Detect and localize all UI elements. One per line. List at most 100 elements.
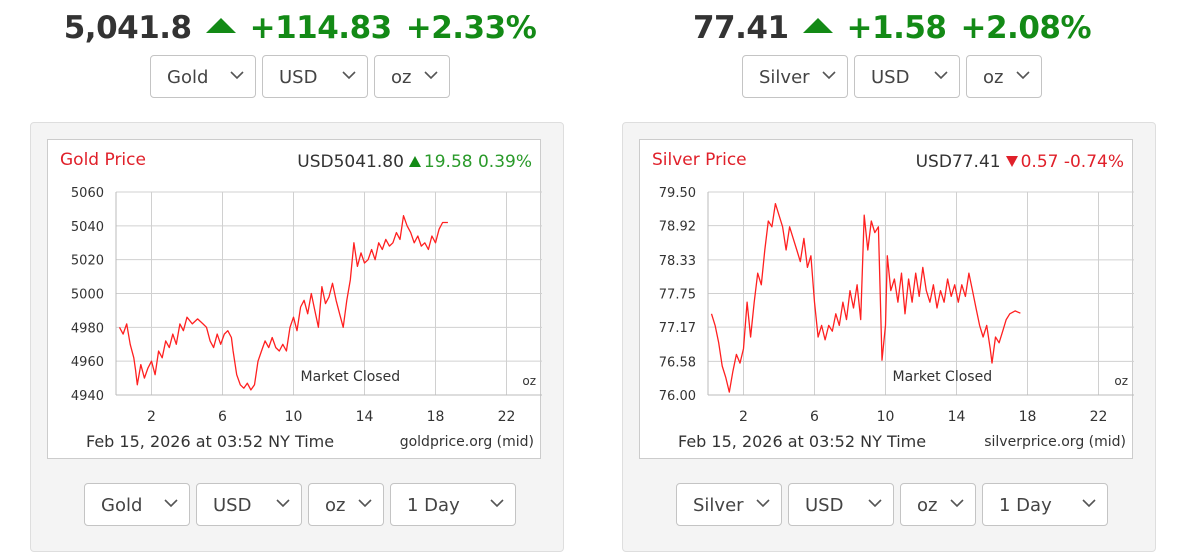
silver-unit-select[interactable]: oz	[900, 483, 976, 526]
gold-unit-select[interactable]: oz	[308, 483, 384, 526]
silver-headline-percent: +2.08%	[960, 10, 1092, 46]
y-tick-label: 78.92	[659, 220, 696, 235]
market-closed-label: Market Closed	[300, 369, 400, 385]
silver-unit-select[interactable]: oz	[966, 55, 1042, 98]
x-tick-label: 10	[877, 409, 895, 425]
gold-headline-percent: +2.33%	[405, 10, 537, 46]
chevron-down-icon	[490, 499, 504, 508]
silver-top-selectors: Silver USD oz	[612, 55, 1172, 98]
chevron-down-icon	[950, 499, 964, 508]
x-tick-label: 22	[1090, 409, 1108, 425]
gold-chart-source: goldprice.org (mid)	[399, 434, 534, 450]
chevron-down-icon	[276, 499, 290, 508]
chevron-down-icon	[934, 71, 948, 80]
gold-headline-price: 5,041.8	[63, 10, 192, 46]
select-value: Gold	[101, 495, 143, 516]
gold-currency-select[interactable]: USD	[262, 55, 368, 98]
x-tick-label: 22	[498, 409, 516, 425]
silver-currency-select[interactable]: USD	[854, 55, 960, 98]
gold-top-selectors: Gold USD oz	[20, 55, 580, 98]
market-closed-label: Market Closed	[892, 369, 992, 385]
chevron-down-icon	[868, 499, 882, 508]
silver-bottom-selectors: Silver USD oz 1 Day	[612, 483, 1172, 526]
silver-chart-title: Silver Price	[652, 150, 747, 170]
silver-up-arrow-icon	[802, 18, 833, 33]
price-series-line	[710, 202, 1021, 393]
chevron-down-icon	[1016, 71, 1030, 80]
select-value: USD	[213, 495, 252, 516]
silver-currency-select[interactable]: USD	[788, 483, 894, 526]
chevron-down-icon	[424, 71, 438, 80]
y-tick-label: 79.50	[659, 186, 696, 201]
unit-label: oz	[1114, 374, 1128, 388]
x-tick-label: 18	[427, 409, 445, 425]
gold-chart-quote: USD5041.80 19.58 0.39%	[297, 152, 532, 172]
silver-chart-svg: 76.00 76.58 77.17 77.75 78.33 78.92 79.50 2 6 10 1…	[659, 186, 1134, 425]
x-tick-label: 2	[739, 409, 748, 425]
silver-chart-quote: USD77.41 0.57 -0.74%	[916, 152, 1124, 172]
silver-chart: 76.00 76.58 77.17 77.75 78.33 78.92 79.50 2 6 10 1…	[639, 139, 1134, 459]
silver-chart-price: USD77.41	[915, 152, 1001, 172]
gold-widget: 5,041.8 +114.83 +2.33% Gold USD oz 4940 4960 4…	[20, 0, 580, 552]
gold-metal-select[interactable]: Gold	[84, 483, 190, 526]
gold-chart-up-icon	[408, 156, 421, 167]
y-tick-label: 5060	[71, 186, 104, 201]
silver-period-select[interactable]: 1 Day	[982, 483, 1108, 526]
x-tick-label: 14	[356, 409, 374, 425]
gold-chart-change: 19.58	[423, 152, 473, 172]
select-value: oz	[983, 67, 1004, 88]
silver-widget: 77.41 +1.58 +2.08% Silver USD oz 76.00 76.58 7…	[612, 0, 1172, 552]
silver-chart-percent: -0.74%	[1063, 152, 1124, 172]
select-value: 1 Day	[999, 495, 1052, 516]
select-value: USD	[805, 495, 844, 516]
silver-headline-price: 77.41	[692, 10, 789, 46]
y-tick-label: 78.33	[659, 254, 696, 269]
y-tick-label: 5000	[71, 288, 104, 303]
x-tick-label: 18	[1019, 409, 1037, 425]
x-tick-label: 14	[948, 409, 966, 425]
select-value: Gold	[167, 67, 209, 88]
y-tick-label: 77.17	[659, 321, 696, 336]
unit-label: oz	[522, 374, 536, 388]
chevron-down-icon	[822, 71, 836, 80]
chevron-down-icon	[756, 499, 770, 508]
select-value: Silver	[759, 67, 810, 88]
select-value: oz	[325, 495, 346, 516]
price-series-line	[118, 215, 448, 391]
select-value: oz	[391, 67, 412, 88]
silver-chart-down-icon	[1005, 156, 1018, 167]
gold-chart: 4940 4960 4980 5000 5020 5040 5060 2 6 10 14 18 22 Ma…	[47, 139, 542, 459]
gold-chart-price: USD5041.80	[297, 152, 404, 172]
chevron-down-icon	[358, 499, 372, 508]
x-tick-label: 6	[810, 409, 819, 425]
gold-chart-percent: 0.39%	[477, 152, 532, 172]
gold-currency-select[interactable]: USD	[196, 483, 302, 526]
gold-metal-select[interactable]: Gold	[150, 55, 256, 98]
silver-chart-change: 0.57	[1020, 152, 1059, 172]
silver-chart-source: silverprice.org (mid)	[984, 434, 1126, 450]
silver-metal-select[interactable]: Silver	[742, 55, 848, 98]
gold-period-select[interactable]: 1 Day	[390, 483, 516, 526]
silver-headline-quote: 77.41 +1.58 +2.08%	[612, 10, 1172, 46]
chevron-down-icon	[164, 499, 178, 508]
gold-up-arrow-icon	[205, 18, 236, 33]
chevron-down-icon	[1082, 499, 1096, 508]
silver-metal-select[interactable]: Silver	[676, 483, 782, 526]
chevron-down-icon	[342, 71, 356, 80]
x-tick-label: 10	[285, 409, 303, 425]
x-tick-label: 6	[218, 409, 227, 425]
y-tick-label: 76.58	[659, 355, 696, 370]
silver-chart-panel: 76.00 76.58 77.17 77.75 78.33 78.92 79.50 2 6 10 1…	[622, 122, 1156, 552]
gold-headline-quote: 5,041.8 +114.83 +2.33%	[20, 10, 580, 46]
gold-unit-select[interactable]: oz	[374, 55, 450, 98]
gold-bottom-selectors: Gold USD oz 1 Day	[20, 483, 580, 526]
gold-headline-change: +114.83	[249, 10, 393, 46]
silver-headline-change: +1.58	[846, 10, 947, 46]
select-value: USD	[871, 67, 910, 88]
select-value: USD	[279, 67, 318, 88]
gold-chart-date: Feb 15, 2026 at 03:52 NY Time	[86, 432, 335, 451]
y-tick-label: 4980	[71, 321, 104, 336]
y-tick-label: 5020	[71, 254, 104, 269]
chevron-down-icon	[230, 71, 244, 80]
y-tick-label: 4960	[71, 355, 104, 370]
